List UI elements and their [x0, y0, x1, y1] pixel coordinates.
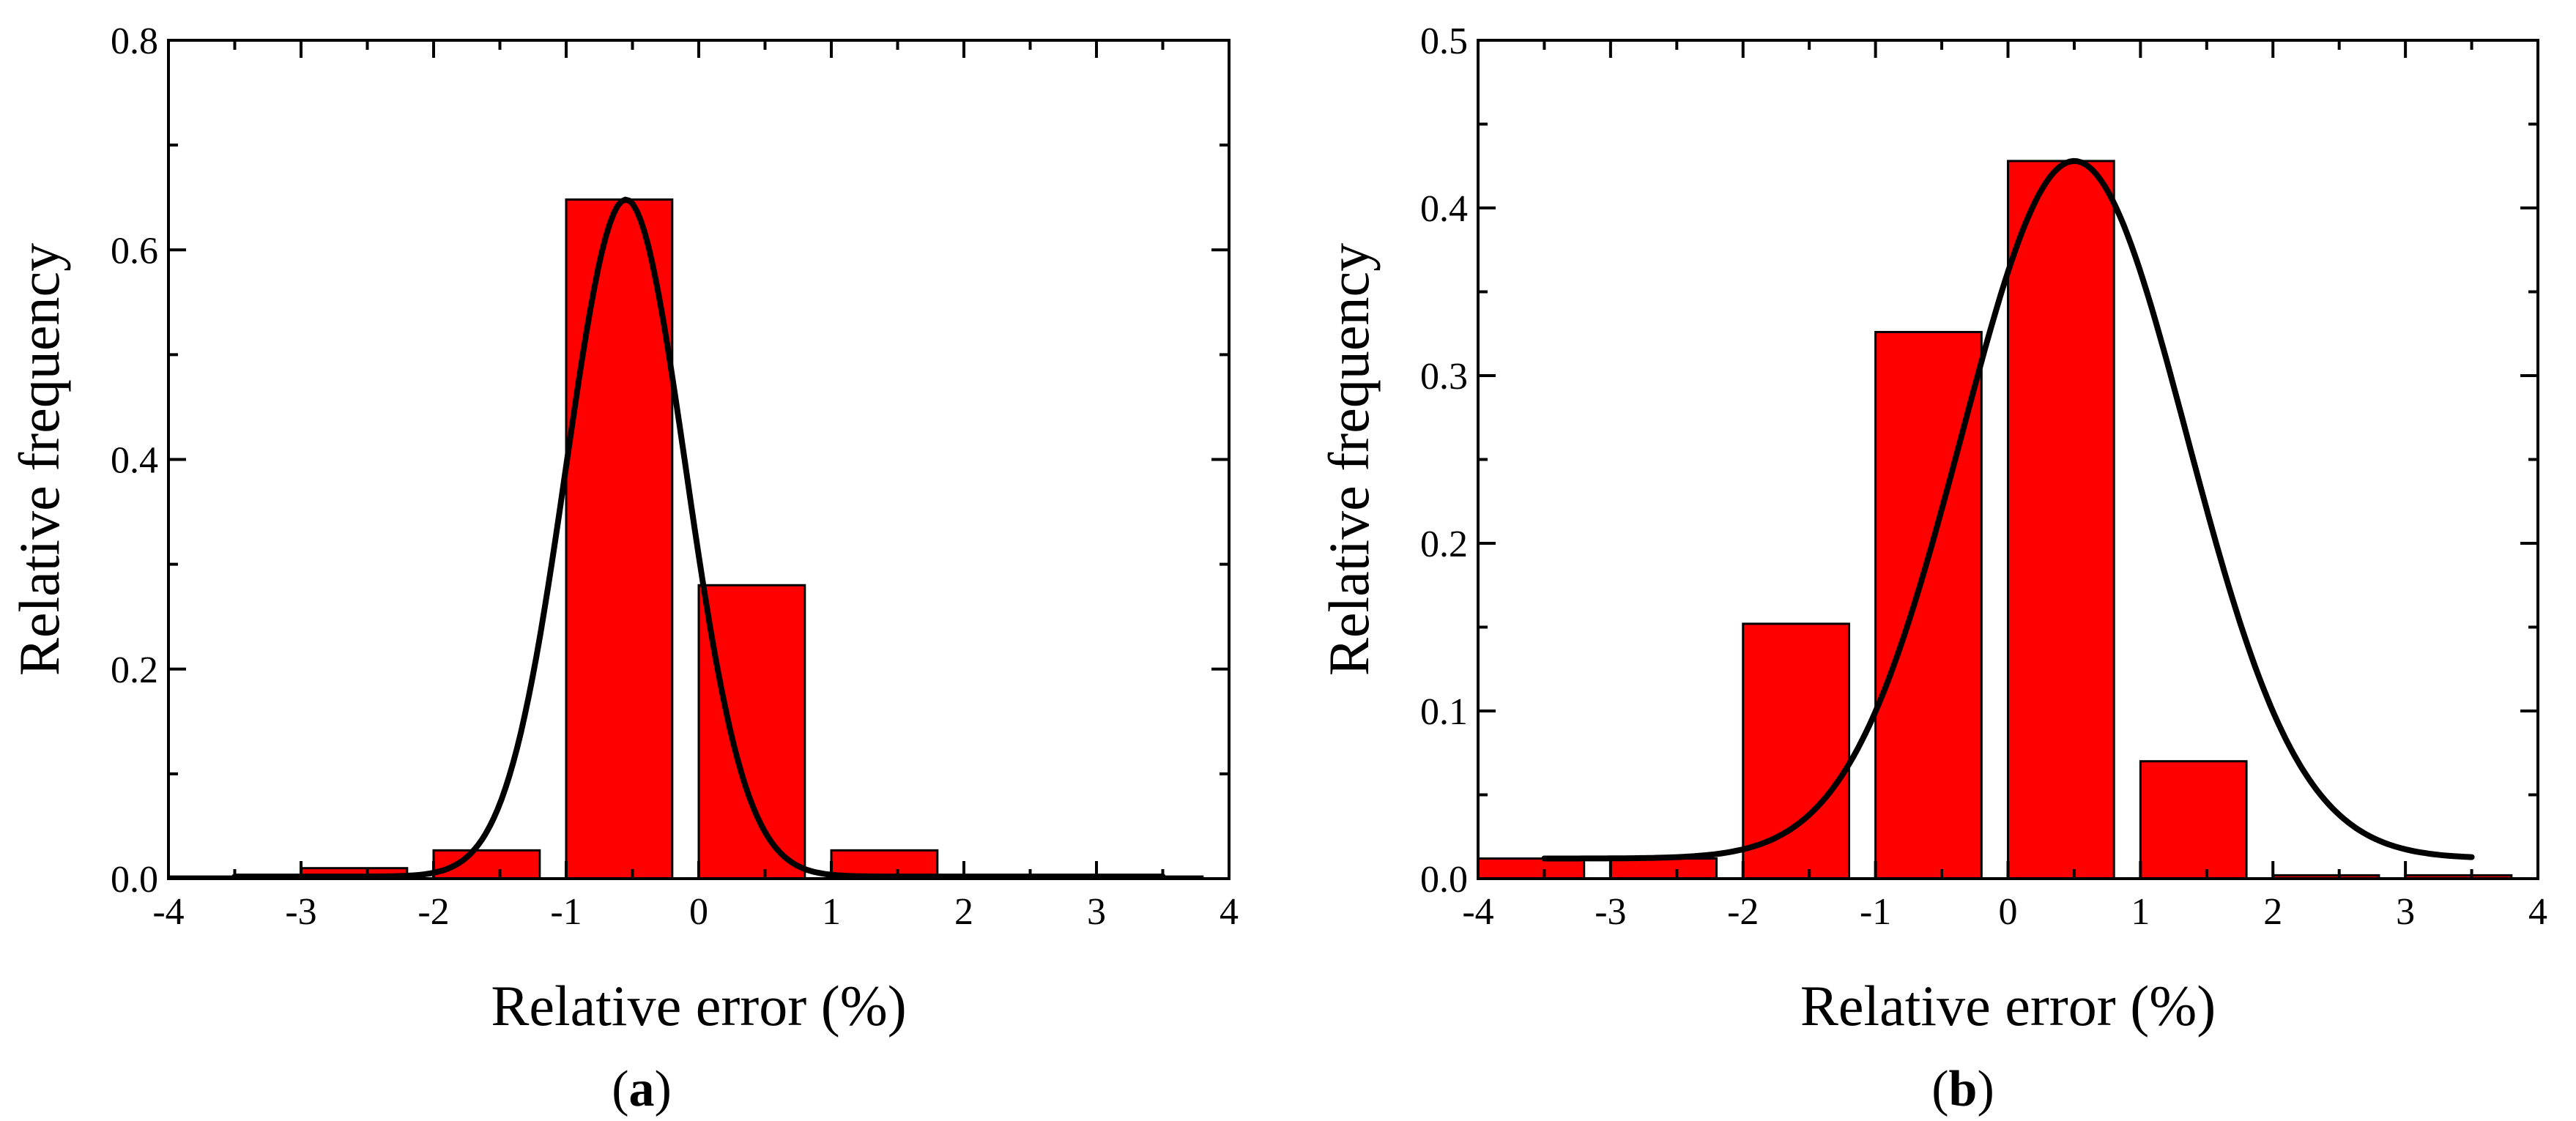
x-tick-label: -2	[1727, 891, 1759, 933]
chart-panel-a: -4 -3 -2 -1 0 1 2 3 4 0.0 0.2 0.4 0.6 0.8 Relative e…	[7, 21, 1239, 1117]
panel-caption: (a)	[612, 1061, 672, 1117]
x-tick-labels: -4 -3 -2 -1 0 1 2 3 4	[152, 891, 1239, 933]
x-axis-title: Relative error (%)	[491, 974, 906, 1038]
y-tick-label: 0.8	[111, 21, 158, 62]
caption-open-paren: (	[1931, 1061, 1948, 1117]
histogram-bar-1	[1477, 857, 1586, 880]
histogram-bar-5	[2007, 160, 2115, 880]
y-tick-label: 0.6	[111, 230, 158, 272]
y-tick-label: 0.0	[1420, 859, 1468, 901]
chart-panel-b: -4 -3 -2 -1 0 1 2 3 4 0.0 0.1 0.2 0.3 0.4 0.5 Relativ…	[1317, 21, 2547, 1117]
x-tick-label: 3	[2396, 891, 2415, 933]
x-tick-label: 4	[1220, 891, 1239, 933]
ticks-layer	[167, 39, 1231, 880]
y-tick-label: 0.2	[1420, 524, 1468, 565]
y-tick-label: 0.5	[1420, 21, 1468, 62]
x-tick-label: 4	[2528, 891, 2547, 933]
caption-open-paren: (	[612, 1061, 628, 1117]
x-tick-label: -3	[285, 891, 316, 933]
histogram-bar-3	[432, 849, 541, 880]
histogram-bar-3	[1742, 622, 1850, 880]
x-tick-label: -2	[417, 891, 449, 933]
y-tick-label: 0.3	[1420, 356, 1468, 398]
caption-close-paren: )	[1977, 1061, 1994, 1117]
caption-letter: b	[1949, 1061, 1978, 1117]
y-axis-title: Relative frequency	[7, 243, 71, 676]
x-tick-label: 2	[2263, 891, 2282, 933]
fit-curve	[231, 196, 1166, 880]
histogram-bar-6	[2139, 760, 2248, 880]
x-tick-label: 2	[954, 891, 973, 933]
x-tick-label: 1	[822, 891, 841, 933]
bars-layer	[1477, 160, 2513, 880]
x-axis-title: Relative error (%)	[1800, 974, 2216, 1038]
x-tick-label: -1	[550, 891, 582, 933]
y-tick-label: 0.1	[1420, 691, 1468, 733]
caption-close-paren: )	[655, 1061, 672, 1117]
x-tick-label: -4	[152, 891, 184, 933]
y-axis-title: Relative frequency	[1317, 243, 1381, 676]
ticks-layer	[1477, 39, 2539, 880]
y-tick-label: 0.0	[111, 859, 158, 901]
histogram-bar-4	[565, 198, 674, 880]
y-tick-label: 0.2	[111, 649, 158, 691]
x-tick-label: -4	[1462, 891, 1493, 933]
x-tick-label: 0	[689, 891, 708, 933]
x-tick-labels: -4 -3 -2 -1 0 1 2 3 4	[1462, 891, 2547, 933]
fit-curve	[1541, 157, 2475, 862]
y-tick-labels: 0.0 0.1 0.2 0.3 0.4 0.5	[1420, 21, 1468, 901]
caption-letter: a	[629, 1061, 655, 1117]
x-tick-label: 0	[1999, 891, 2018, 933]
x-tick-label: -3	[1595, 891, 1626, 933]
y-tick-label: 0.4	[1420, 188, 1468, 230]
x-tick-label: -1	[1860, 891, 1891, 933]
y-tick-labels: 0.0 0.2 0.4 0.6 0.8	[111, 21, 158, 901]
histogram-bar-2	[1609, 857, 1718, 880]
x-tick-label: 3	[1087, 891, 1106, 933]
histogram-bar-5	[697, 584, 806, 880]
panel-caption: (b)	[1931, 1061, 1994, 1117]
x-tick-label: 1	[2131, 891, 2150, 933]
y-tick-label: 0.4	[111, 440, 158, 482]
